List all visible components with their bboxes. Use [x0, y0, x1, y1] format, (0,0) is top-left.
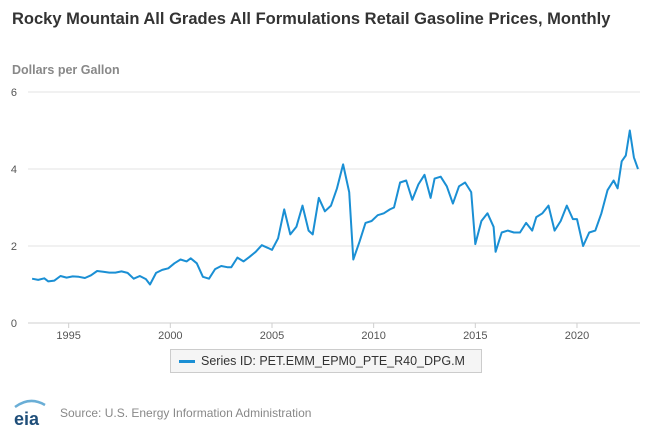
y-tick-label: 4 — [11, 164, 17, 176]
source-note: Source: U.S. Energy Information Administ… — [60, 406, 312, 420]
eia-logo-text: eia — [14, 409, 40, 428]
legend-label: Series ID: PET.EMM_EPM0_PTE_R40_DPG.M — [201, 354, 465, 368]
y-tick-label: 2 — [11, 241, 17, 253]
x-tick-labels: 1995 2000 2005 2010 2015 2020 — [56, 323, 589, 342]
y-gridlines — [28, 91, 640, 324]
x-tick-label: 2005 — [260, 330, 284, 342]
x-tick-label: 1995 — [56, 330, 80, 342]
legend-swatch — [179, 359, 195, 363]
legend[interactable]: Series ID: PET.EMM_EPM0_PTE_R40_DPG.M — [170, 349, 482, 373]
x-tick-label: 2020 — [565, 330, 589, 342]
series-group — [31, 129, 639, 286]
y-tick-labels: 0 2 4 6 — [11, 87, 17, 330]
x-tick-label: 2010 — [361, 330, 385, 342]
y-axis-label: Dollars per Gallon — [12, 63, 120, 77]
series-line-0[interactable] — [31, 129, 639, 286]
y-tick-label: 6 — [11, 87, 17, 99]
x-tick-label: 2000 — [158, 330, 182, 342]
footer: eia Source: U.S. Energy Information Admi… — [12, 398, 311, 428]
chart-title: Rocky Mountain All Grades All Formulatio… — [12, 10, 611, 28]
x-tick-label: 2015 — [463, 330, 487, 342]
y-tick-label: 0 — [11, 318, 17, 330]
eia-logo-icon: eia — [14, 399, 46, 428]
